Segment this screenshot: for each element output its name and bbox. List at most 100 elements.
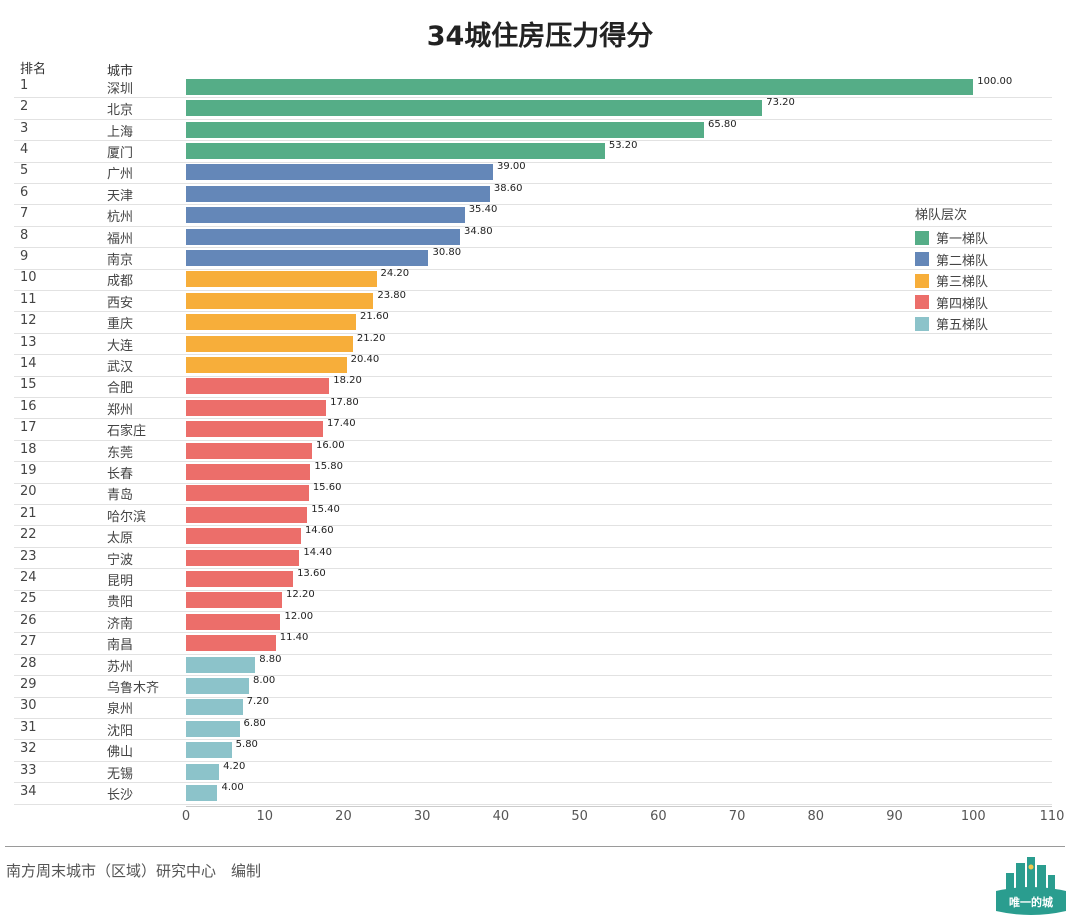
legend-label: 第三梯队: [936, 275, 989, 291]
bar-value-label: 12.20: [286, 589, 315, 601]
rank-label: 25: [20, 591, 37, 607]
bar: [186, 549, 300, 566]
city-label: 武汉: [107, 359, 134, 375]
brand-logo: 唯一的城: [994, 853, 1068, 917]
bar: [186, 528, 301, 545]
bar-value-label: 7.20: [246, 696, 269, 708]
bar-value-label: 38.60: [493, 182, 523, 194]
legend-swatch: [915, 230, 929, 245]
city-label: 南昌: [107, 638, 134, 654]
bar-value-label: 18.20: [333, 375, 362, 387]
rank-label: 2: [20, 99, 29, 115]
rank-label: 13: [20, 334, 37, 350]
bar: [186, 185, 490, 202]
city-label: 厦门: [107, 145, 134, 161]
bar: [186, 720, 240, 737]
city-label: 宁波: [107, 552, 134, 568]
bar-value-label: 13.60: [297, 567, 326, 579]
rank-label: 27: [20, 634, 37, 650]
row-gridline: [14, 739, 1052, 741]
city-label: 贵阳: [107, 595, 134, 611]
bar: [186, 592, 283, 609]
row-gridline: [14, 204, 1052, 206]
city-skyline-logo-icon: 唯一的城: [996, 857, 1066, 915]
city-label: 南京: [107, 252, 134, 268]
city-label: 杭州: [107, 210, 134, 226]
legend-title: 梯队层次: [915, 208, 968, 223]
x-tick-label: 0: [181, 809, 191, 824]
x-tick-label: 90: [886, 809, 903, 824]
row-gridline: [14, 675, 1052, 677]
city-label: 太原: [107, 531, 134, 547]
city-label: 泉州: [107, 702, 134, 718]
city-label: 合肥: [107, 381, 134, 397]
row-gridline: [14, 161, 1052, 163]
city-label: 无锡: [107, 766, 134, 782]
bar: [186, 699, 243, 716]
row-gridline: [14, 354, 1052, 356]
legend-item: 第二梯队: [915, 249, 988, 271]
city-label: 济南: [107, 616, 134, 632]
row-gridline: [14, 568, 1052, 570]
bar-value-label: 21.60: [360, 311, 389, 323]
bar: [186, 142, 605, 159]
bar-value-label: 35.40: [468, 204, 498, 216]
x-axis-line: [186, 805, 1052, 807]
city-label: 深圳: [107, 81, 134, 97]
legend-item: 第三梯队: [915, 270, 988, 292]
rank-label: 11: [20, 291, 37, 307]
city-label: 上海: [107, 124, 134, 140]
rank-label: 16: [20, 398, 37, 414]
rank-label: 1: [20, 77, 29, 93]
rank-label: 22: [20, 527, 37, 543]
row-gridline: [14, 632, 1052, 634]
bar-value-label: 5.80: [235, 739, 258, 751]
rank-label: 23: [20, 548, 37, 564]
bar: [186, 677, 249, 694]
bar-value-label: 12.00: [284, 610, 314, 622]
city-label: 长沙: [107, 787, 134, 803]
legend: 梯队层次 第一梯队 第二梯队 第三梯队 第四梯队 第五梯队: [915, 204, 988, 335]
row-gridline: [14, 332, 1052, 334]
bar: [186, 742, 232, 759]
row-gridline: [14, 439, 1052, 441]
bar: [186, 378, 330, 395]
bar-value-label: 34.80: [463, 225, 493, 237]
city-label: 哈尔滨: [107, 509, 147, 525]
rank-label: 9: [20, 248, 29, 264]
row-gridline: [14, 482, 1052, 484]
bar-value-label: 15.40: [311, 503, 340, 515]
rank-label: 33: [20, 762, 37, 778]
rank-label: 15: [20, 377, 37, 393]
bar: [186, 78, 974, 95]
rank-label: 12: [20, 313, 37, 329]
footer-credit: 南方周末城市（区域）研究中心 编制: [6, 862, 262, 880]
rank-label: 30: [20, 698, 37, 714]
x-tick-label: 100: [960, 809, 986, 824]
bar-value-label: 16.00: [315, 439, 345, 451]
legend-swatch: [915, 273, 929, 288]
bar: [186, 506, 308, 523]
bar: [186, 442, 312, 459]
bar: [186, 335, 353, 352]
city-label: 佛山: [107, 745, 134, 761]
rank-label: 32: [20, 741, 37, 757]
city-label: 苏州: [107, 659, 134, 675]
bar: [186, 399, 327, 416]
bar-value-label: 15.60: [312, 482, 342, 494]
chart-title: 34城住房压力得分: [426, 21, 654, 52]
city-column-header: 城市: [107, 64, 134, 79]
legend-item: 第四梯队: [915, 292, 988, 314]
city-label: 东莞: [107, 445, 134, 461]
rank-label: 31: [20, 719, 37, 735]
rank-column-header: 排名: [20, 62, 47, 77]
rank-label: 3: [20, 120, 29, 136]
city-label: 西安: [107, 295, 134, 311]
rank-label: 17: [20, 420, 37, 436]
row-gridline: [14, 653, 1052, 655]
rank-label: 4: [20, 141, 29, 157]
row-gridline: [14, 696, 1052, 698]
row-gridline: [14, 140, 1052, 142]
bar-value-label: 4.20: [223, 760, 246, 772]
city-label: 石家庄: [107, 424, 147, 440]
